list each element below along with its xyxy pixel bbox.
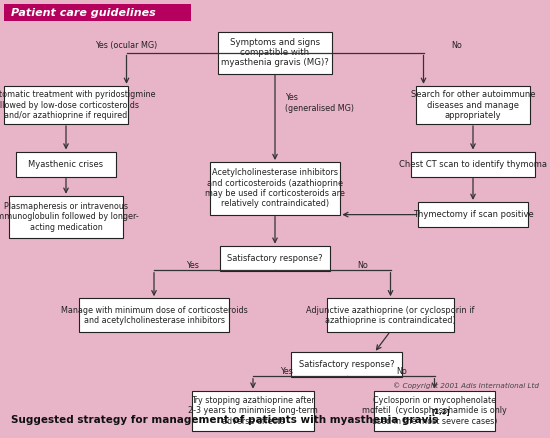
FancyBboxPatch shape — [80, 298, 229, 332]
FancyBboxPatch shape — [416, 86, 530, 124]
Text: Yes (ocular MG): Yes (ocular MG) — [95, 41, 158, 50]
Text: No: No — [451, 41, 462, 50]
FancyBboxPatch shape — [4, 4, 191, 21]
Text: Acetylcholinesterase inhibitors
and corticosteroids (azathioprine
may be used if: Acetylcholinesterase inhibitors and cort… — [205, 168, 345, 208]
Text: Plasmapheresis or intravenous
immunoglobulin followed by longer-
acting medicati: Plasmapheresis or intravenous immunoglob… — [0, 202, 139, 232]
Text: Patient care guidelines: Patient care guidelines — [11, 8, 156, 18]
Text: Suggested strategy for management of patients with myasthenia gravis: Suggested strategy for management of pat… — [11, 416, 438, 425]
Text: Symptomatic treatment with pyridostigmine
followed by low-dose corticosteroids
a: Symptomatic treatment with pyridostigmin… — [0, 90, 156, 120]
FancyBboxPatch shape — [374, 391, 495, 431]
Text: Satisfactory response?: Satisfactory response? — [299, 360, 394, 369]
FancyBboxPatch shape — [16, 152, 116, 177]
FancyBboxPatch shape — [327, 298, 454, 332]
FancyBboxPatch shape — [418, 202, 528, 227]
Text: Symptoms and signs
compatible with
myasthenia gravis (MG)?: Symptoms and signs compatible with myast… — [221, 38, 329, 67]
Text: Chest CT scan to identify thymoma: Chest CT scan to identify thymoma — [399, 160, 547, 169]
Text: Cyclosporin or mycophenolate
mofetil  (cyclosphosphamide is only
used in the mos: Cyclosporin or mycophenolate mofetil (cy… — [362, 396, 507, 426]
Text: [1,2]: [1,2] — [431, 408, 450, 415]
FancyBboxPatch shape — [4, 86, 128, 124]
FancyBboxPatch shape — [210, 162, 340, 215]
FancyBboxPatch shape — [9, 196, 123, 238]
FancyBboxPatch shape — [218, 32, 332, 74]
Text: Search for other autoimmune
diseases and manage
appropriately: Search for other autoimmune diseases and… — [411, 90, 535, 120]
FancyBboxPatch shape — [411, 152, 535, 177]
FancyBboxPatch shape — [192, 391, 314, 431]
Text: No: No — [358, 261, 368, 270]
Text: Yes
(generalised MG): Yes (generalised MG) — [285, 93, 354, 113]
Text: Satisfactory response?: Satisfactory response? — [227, 254, 323, 263]
Text: Manage with minimum dose of corticosteroids
and acetylcholinesterase inhibitors: Manage with minimum dose of corticostero… — [60, 306, 248, 325]
Text: Thymectomy if scan positive: Thymectomy if scan positive — [412, 210, 534, 219]
Text: Adjunctive azathioprine (or cyclosporin if
azathioprine is contraindicated): Adjunctive azathioprine (or cyclosporin … — [306, 306, 475, 325]
Text: Yes: Yes — [186, 261, 199, 270]
FancyBboxPatch shape — [292, 352, 402, 377]
FancyBboxPatch shape — [219, 246, 330, 271]
Text: Try stopping azathioprine after
2-3 years to minimise long-term
adverse effects: Try stopping azathioprine after 2-3 year… — [188, 396, 318, 426]
Text: Myasthenic crises: Myasthenic crises — [29, 160, 103, 169]
Text: © Copyright 2001 Adis International Ltd: © Copyright 2001 Adis International Ltd — [393, 382, 539, 389]
Text: No: No — [396, 367, 407, 376]
Text: Yes: Yes — [279, 367, 293, 376]
